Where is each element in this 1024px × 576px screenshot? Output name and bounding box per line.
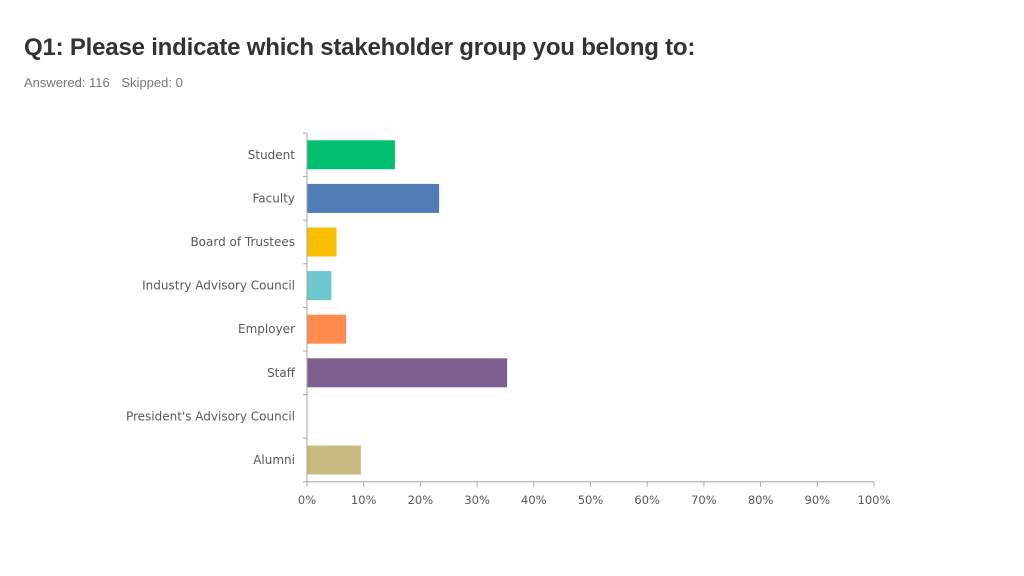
bar-board-of-trustees <box>307 227 337 257</box>
x-tick-label-20pct: 20% <box>408 493 434 507</box>
response-stats: Answered: 116 Skipped: 0 <box>24 75 183 90</box>
category-label-board-of-trustees: Board of Trustees <box>190 235 295 249</box>
category-labels-group: Student Faculty Board of Trustees Industry … <box>126 148 296 467</box>
bar-industry-advisory-council <box>307 271 332 301</box>
page-title: Q1: Please indicate which stakeholder gr… <box>24 34 696 61</box>
category-label-industry-advisory-council: Industry Advisory Council <box>142 279 295 293</box>
bar-faculty <box>307 183 440 213</box>
x-tick-label-0pct: 0% <box>298 493 316 507</box>
x-tick-label-50pct: 50% <box>578 493 604 507</box>
x-tick-label-30pct: 30% <box>464 493 490 507</box>
category-label-student: Student <box>248 148 296 162</box>
x-tick-label-70pct: 70% <box>691 493 717 507</box>
x-tick-label-100pct: 100% <box>858 493 891 507</box>
bar-student <box>307 140 395 170</box>
x-tick-label-60pct: 60% <box>634 493 660 507</box>
answered-count: Answered: 116 <box>24 75 110 90</box>
category-label-alumni: Alumni <box>253 453 295 467</box>
axes-group <box>303 132 875 487</box>
x-tick-label-80pct: 80% <box>748 493 774 507</box>
category-label-employer: Employer <box>238 322 295 336</box>
skipped-count: Skipped: 0 <box>121 75 183 90</box>
x-tick-label-90pct: 90% <box>805 493 831 507</box>
bar-employer <box>307 314 347 344</box>
tick-labels-group: 0% 10% 20% 30% 40% 50% 60% 70% 80% 90% 100% <box>298 493 891 507</box>
category-label-staff: Staff <box>267 366 296 380</box>
category-label-president-s-advisory-council: President's Advisory Council <box>126 409 295 423</box>
bar-staff <box>307 358 508 388</box>
x-tick-label-10pct: 10% <box>351 493 377 507</box>
category-label-faculty: Faculty <box>253 191 296 205</box>
x-tick-label-40pct: 40% <box>521 493 547 507</box>
bar-alumni <box>307 445 361 475</box>
bars-group <box>307 140 508 475</box>
